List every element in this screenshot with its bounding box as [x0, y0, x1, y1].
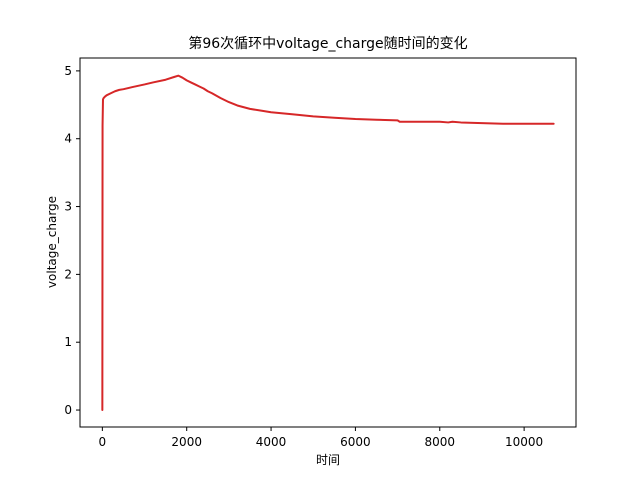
x-axis-label: 时间 [316, 453, 340, 467]
x-tick-label: 4000 [256, 435, 287, 449]
x-tick-label: 2000 [171, 435, 202, 449]
x-tick-label: 0 [99, 435, 107, 449]
y-tick-label: 0 [64, 403, 72, 417]
x-axis: 0 2000 4000 6000 8000 10000 [99, 427, 543, 449]
y-axis: 0 1 2 3 4 5 [64, 64, 80, 417]
y-tick-label: 4 [64, 132, 72, 146]
axes-frame [79, 57, 577, 428]
series-line-0 [101, 74, 555, 412]
x-tick-label: 6000 [340, 435, 371, 449]
y-tick-label: 5 [64, 64, 72, 78]
y-axis-label: voltage_charge [45, 196, 59, 288]
y-tick-label: 1 [64, 335, 72, 349]
plot-layer [101, 74, 555, 412]
x-tick-label: 8000 [424, 435, 455, 449]
chart-title: 第96次循环中voltage_charge随时间的变化 [188, 35, 467, 52]
x-tick-label: 10000 [505, 435, 543, 449]
y-tick-label: 2 [64, 267, 72, 281]
y-tick-label: 3 [64, 200, 72, 214]
